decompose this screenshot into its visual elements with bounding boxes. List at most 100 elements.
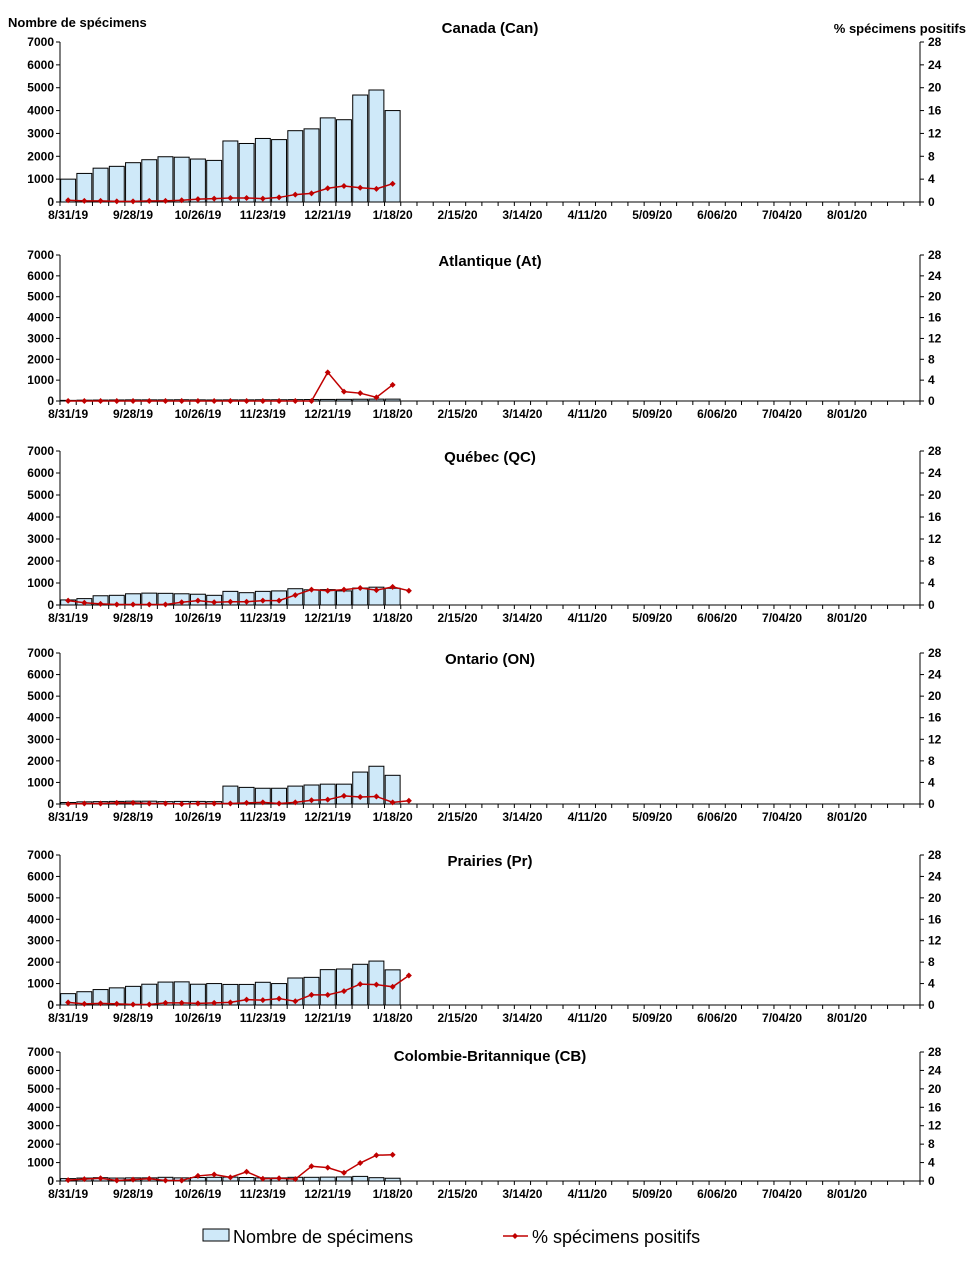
y-tick-label: 4000 (27, 104, 54, 118)
line-point (373, 587, 380, 594)
y-tick-label: 3000 (27, 126, 54, 140)
legend-bar-swatch (202, 1228, 230, 1242)
bar (238, 142, 255, 203)
line-point (405, 972, 412, 979)
line-point (373, 793, 380, 800)
legend-bar-label: Nombre de spécimens (233, 1227, 413, 1247)
bar (352, 94, 369, 203)
y2-tick-label: 0 (928, 1174, 935, 1188)
line-point (243, 799, 250, 806)
y-tick-label: 1000 (27, 576, 54, 590)
line-point (81, 1176, 88, 1183)
line-point (324, 796, 331, 803)
line-point (259, 799, 266, 806)
line-point (389, 983, 396, 990)
y2-tick-label: 20 (928, 891, 942, 905)
x-tick-label: 4/11/20 (568, 1187, 608, 1201)
x-tick-label: 8/31/19 (48, 407, 88, 421)
x-tick-label: 5/09/20 (632, 611, 672, 625)
y2-tick-label: 28 (928, 1045, 942, 1059)
y-tick-label: 3000 (27, 532, 54, 546)
chart-title: Colombie-Britannique (CB) (394, 1048, 587, 1065)
line-point (308, 1163, 315, 1170)
y-tick-label: 2000 (27, 149, 54, 163)
bar (319, 117, 336, 203)
line-point (146, 601, 153, 608)
y2-tick-label: 0 (928, 394, 935, 408)
line-point (113, 398, 120, 404)
bar (352, 1175, 369, 1182)
line-point (276, 597, 283, 604)
line-point (227, 800, 234, 807)
x-tick-label: 6/06/20 (697, 810, 737, 824)
line-point (65, 197, 72, 204)
bar (238, 1176, 255, 1182)
x-tick-label: 12/21/19 (304, 810, 351, 824)
bar (92, 167, 109, 203)
x-tick-label: 7/04/20 (762, 1011, 802, 1025)
line-point (211, 999, 218, 1006)
x-tick-label: 11/23/19 (240, 1011, 286, 1025)
x-tick-label: 11/23/19 (240, 208, 286, 222)
bar (157, 156, 174, 203)
x-tick-label: 1/18/20 (373, 208, 413, 222)
line-point (324, 991, 331, 998)
bar (384, 587, 401, 606)
x-tick-label: 8/31/19 (48, 208, 88, 222)
legend-line-label: % spécimens positifs (532, 1227, 700, 1247)
line-point (259, 997, 266, 1004)
line-point (97, 1175, 104, 1182)
y2-tick-label: 0 (928, 797, 935, 811)
x-tick-label: 11/23/19 (240, 1187, 286, 1201)
line-point (243, 1168, 250, 1175)
bar (303, 784, 320, 805)
line-point (259, 195, 266, 202)
line-point (194, 800, 201, 807)
line-point (405, 797, 412, 804)
bar (335, 1176, 352, 1182)
positivity-line (68, 586, 410, 606)
x-tick-label: 10/26/19 (175, 407, 222, 421)
y-axis-title: Nombre de spécimens (8, 15, 147, 30)
x-tick-label: 1/18/20 (373, 810, 413, 824)
x-tick-label: 3/14/20 (502, 611, 542, 625)
line-point (211, 800, 218, 807)
bar (303, 976, 320, 1006)
bar (206, 1176, 223, 1182)
line-point (130, 398, 137, 404)
line-point (389, 381, 396, 388)
line-point (292, 998, 299, 1005)
line-point (130, 1001, 137, 1008)
line-point (194, 398, 201, 404)
x-tick-label: 8/31/19 (48, 1187, 88, 1201)
line-point (65, 801, 72, 807)
positivity-line (68, 974, 410, 1006)
line-point (81, 800, 88, 807)
y-tick-label: 1000 (27, 373, 54, 387)
y2-tick-label: 4 (928, 1156, 935, 1170)
y-tick-label: 0 (47, 598, 54, 612)
line-point (194, 597, 201, 604)
line-point (146, 197, 153, 204)
x-tick-label: 3/14/20 (502, 208, 542, 222)
line-point (113, 601, 120, 608)
y-tick-label: 1000 (27, 172, 54, 186)
bar (368, 89, 385, 203)
y-tick-label: 4000 (27, 311, 54, 325)
y-tick-label: 0 (47, 1174, 54, 1188)
x-tick-label: 6/06/20 (697, 1011, 737, 1025)
line-point (211, 195, 218, 202)
y2-tick-label: 28 (928, 646, 942, 660)
y2-tick-label: 12 (928, 126, 942, 140)
y-tick-label: 0 (47, 394, 54, 408)
bar (303, 1176, 320, 1182)
x-tick-label: 12/21/19 (304, 407, 351, 421)
x-tick-label: 6/06/20 (697, 1187, 737, 1201)
line-point (340, 183, 347, 189)
line-point (243, 996, 250, 1003)
line-point (292, 1176, 299, 1183)
y-tick-label: 5000 (27, 488, 54, 502)
x-tick-label: 10/26/19 (175, 208, 222, 222)
x-tick-label: 7/04/20 (762, 407, 802, 421)
